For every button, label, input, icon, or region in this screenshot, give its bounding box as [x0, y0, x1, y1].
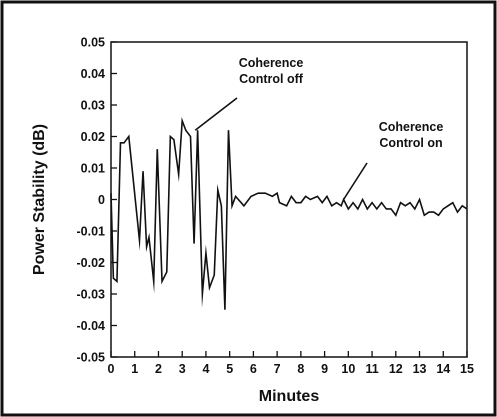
x-axis-label: Minutes — [259, 388, 320, 405]
series-line-0 — [110, 117, 468, 310]
x-tick-label: 3 — [179, 362, 186, 376]
x-tick-label: 2 — [155, 362, 162, 376]
y-tick-label: -0.02 — [77, 256, 106, 270]
annotation-0-line-0: Coherence — [239, 56, 304, 70]
x-tick-label: 10 — [341, 362, 355, 376]
x-tick-label: 11 — [365, 362, 378, 376]
x-tick-label: 6 — [250, 362, 257, 376]
y-tick-label: 0.05 — [81, 36, 105, 50]
y-tick-label: -0.01 — [77, 225, 106, 239]
y-tick-label: 0.02 — [81, 130, 105, 144]
y-axis-ticks: 0.05 0.04 0.03 0.02 0.01 0 -0.01 -0.02 -0.03 -0.0… — [77, 36, 117, 365]
annotation-pointer-1 — [342, 162, 368, 200]
annotation-layer: Coherence Control off Coherence Control on — [194, 56, 444, 200]
x-tick-label: 5 — [226, 362, 233, 376]
y-tick-label: 0.03 — [81, 99, 105, 113]
x-tick-label: 12 — [389, 362, 403, 376]
x-tick-label: 15 — [460, 362, 474, 376]
x-tick-label: 9 — [321, 362, 328, 376]
x-tick-label: 7 — [274, 362, 281, 376]
x-axis-ticks: 0 1 2 3 4 5 6 7 8 9 10 11 12 13 14 15 — [108, 351, 474, 376]
annotation-1-line-0: Coherence — [379, 120, 444, 134]
x-tick-label: 4 — [202, 362, 209, 376]
annotation-1-line-1: Control on — [379, 136, 442, 150]
y-tick-label: 0.01 — [81, 162, 105, 176]
x-tick-label: 14 — [436, 362, 450, 376]
y-axis-label: Power Stability (dB) — [31, 124, 48, 275]
x-tick-label: 13 — [413, 362, 427, 376]
x-tick-label: 1 — [131, 362, 138, 376]
y-tick-label: -0.04 — [77, 319, 106, 333]
y-tick-label: -0.03 — [77, 288, 106, 302]
x-tick-label: 8 — [297, 362, 304, 376]
y-tick-label: 0 — [98, 193, 105, 207]
y-tick-label: 0.04 — [81, 67, 105, 81]
x-tick-label: 0 — [108, 362, 115, 376]
y-tick-label: -0.05 — [77, 351, 106, 365]
annotation-pointer-0 — [194, 97, 238, 131]
annotation-0-line-1: Control off — [239, 72, 304, 86]
series-layer — [110, 117, 468, 310]
